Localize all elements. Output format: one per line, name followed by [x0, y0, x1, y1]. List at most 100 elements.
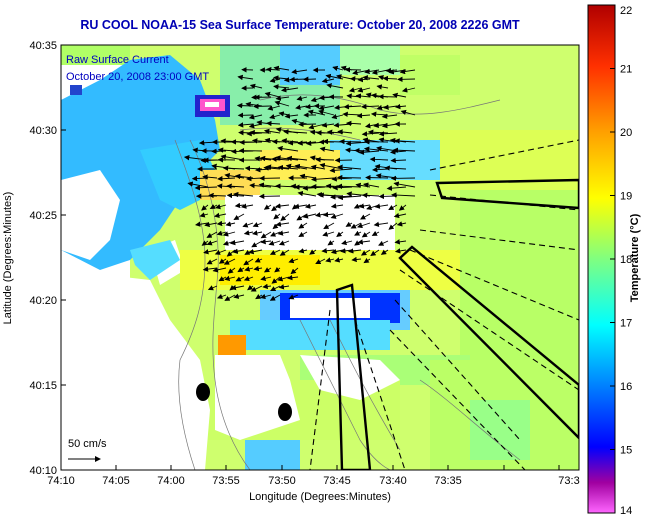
current-vector	[351, 256, 362, 263]
current-vector	[236, 102, 254, 109]
current-vector	[252, 222, 263, 228]
current-vector	[243, 275, 254, 282]
current-vector	[262, 283, 272, 290]
current-vector	[288, 294, 299, 300]
current-vector	[330, 203, 344, 209]
current-vector	[222, 165, 245, 171]
current-vector	[207, 285, 218, 291]
current-vector	[287, 274, 299, 281]
current-vector	[206, 231, 218, 238]
current-vector	[268, 240, 281, 246]
current-vector	[358, 149, 380, 155]
current-vector	[391, 192, 416, 198]
current-vector	[315, 258, 326, 265]
current-vector	[247, 284, 254, 291]
x-tick-label: 74:05	[102, 475, 130, 487]
current-vector	[401, 87, 416, 93]
current-vector	[325, 257, 335, 263]
current-vector	[201, 204, 209, 211]
current-vector	[354, 230, 362, 236]
current-vector	[365, 174, 389, 181]
current-vector	[216, 220, 227, 227]
current-vector	[392, 92, 407, 99]
current-vector	[290, 267, 299, 275]
current-vector	[374, 203, 389, 209]
current-vector	[260, 231, 272, 239]
x-tick-label: 74:00	[157, 475, 185, 487]
current-vector	[336, 174, 362, 181]
x-tick-label: 73:3	[558, 475, 579, 487]
current-vector	[229, 239, 245, 246]
legend-current-date: October 20, 2008 23:00 GMT	[66, 71, 209, 83]
map-plot-area: Raw Surface Current October 20, 2008 23:…	[61, 45, 579, 470]
current-vector	[337, 194, 362, 201]
current-vector	[194, 185, 218, 191]
current-vector	[253, 103, 272, 110]
current-vector	[296, 95, 308, 101]
current-vector	[323, 222, 335, 230]
x-tick-label: 74:10	[47, 475, 75, 487]
current-vector	[223, 258, 236, 265]
current-vector	[230, 284, 245, 291]
current-vector	[380, 249, 389, 255]
scale-label: 50 cm/s	[68, 438, 107, 450]
current-vector	[269, 294, 281, 301]
current-vector	[279, 249, 290, 256]
current-vector	[241, 203, 254, 209]
current-vector	[286, 155, 308, 162]
current-vector	[274, 100, 290, 107]
current-vector	[367, 129, 389, 135]
current-vector	[393, 181, 416, 188]
current-vector	[341, 239, 353, 246]
current-vector	[363, 257, 371, 264]
current-vector	[298, 222, 308, 229]
current-vector	[278, 284, 290, 290]
current-vector	[354, 147, 371, 154]
y-tick-label: 40:30	[29, 125, 57, 137]
current-vector	[394, 239, 407, 245]
current-vector	[270, 285, 281, 292]
x-tick-label: 73:35	[434, 475, 462, 487]
current-vector	[332, 184, 353, 191]
current-vector	[298, 121, 317, 128]
current-vector	[293, 203, 308, 209]
current-vector	[277, 230, 290, 236]
x-axis-title: Longitude (Degrees:Minutes)	[249, 491, 391, 503]
current-vector	[266, 120, 281, 127]
current-vector	[392, 147, 416, 153]
current-vector	[232, 191, 254, 198]
current-vector	[243, 230, 254, 236]
current-vector	[281, 87, 299, 93]
current-vector	[244, 266, 254, 272]
current-vector	[370, 249, 380, 257]
current-vector	[298, 231, 308, 237]
current-vector	[399, 68, 416, 75]
current-vector	[275, 95, 290, 101]
dot-marker	[196, 383, 210, 401]
current-vector	[235, 276, 245, 282]
current-vector	[378, 193, 398, 200]
current-vector	[297, 190, 317, 197]
current-vector	[326, 83, 344, 89]
current-vector	[283, 129, 308, 135]
map-title: RU COOL NOAA-15 Sea Surface Temperature:…	[80, 18, 520, 32]
current-vector	[345, 221, 353, 227]
current-vector	[309, 249, 317, 255]
current-vector	[395, 103, 407, 110]
current-vector	[394, 138, 416, 144]
current-vector	[369, 156, 389, 163]
current-vector	[382, 75, 398, 82]
current-vector	[393, 212, 407, 219]
current-vector	[249, 83, 263, 89]
current-vector	[263, 267, 272, 273]
current-vector	[214, 212, 227, 219]
y-tick-label: 40:35	[29, 40, 57, 52]
current-vector	[274, 266, 281, 273]
current-vector	[318, 105, 335, 111]
current-vector	[360, 213, 371, 220]
current-vector	[334, 257, 344, 263]
current-vector	[322, 231, 335, 237]
current-vector	[388, 222, 398, 230]
x-tick-label: 73:45	[323, 475, 351, 487]
surface-current-vectors	[183, 65, 416, 301]
